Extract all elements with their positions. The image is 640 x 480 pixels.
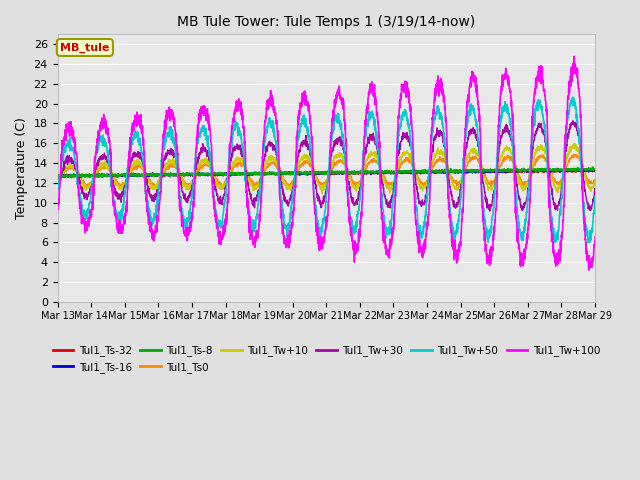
Legend: Tul1_Ts-32, Tul1_Ts-16, Tul1_Ts-8, Tul1_Ts0, Tul1_Tw+10, Tul1_Tw+30, Tul1_Tw+50,: Tul1_Ts-32, Tul1_Ts-16, Tul1_Ts-8, Tul1_… bbox=[49, 341, 604, 377]
Y-axis label: Temperature (C): Temperature (C) bbox=[15, 117, 28, 219]
Title: MB Tule Tower: Tule Temps 1 (3/19/14-now): MB Tule Tower: Tule Temps 1 (3/19/14-now… bbox=[177, 15, 476, 29]
Text: MB_tule: MB_tule bbox=[60, 42, 109, 53]
